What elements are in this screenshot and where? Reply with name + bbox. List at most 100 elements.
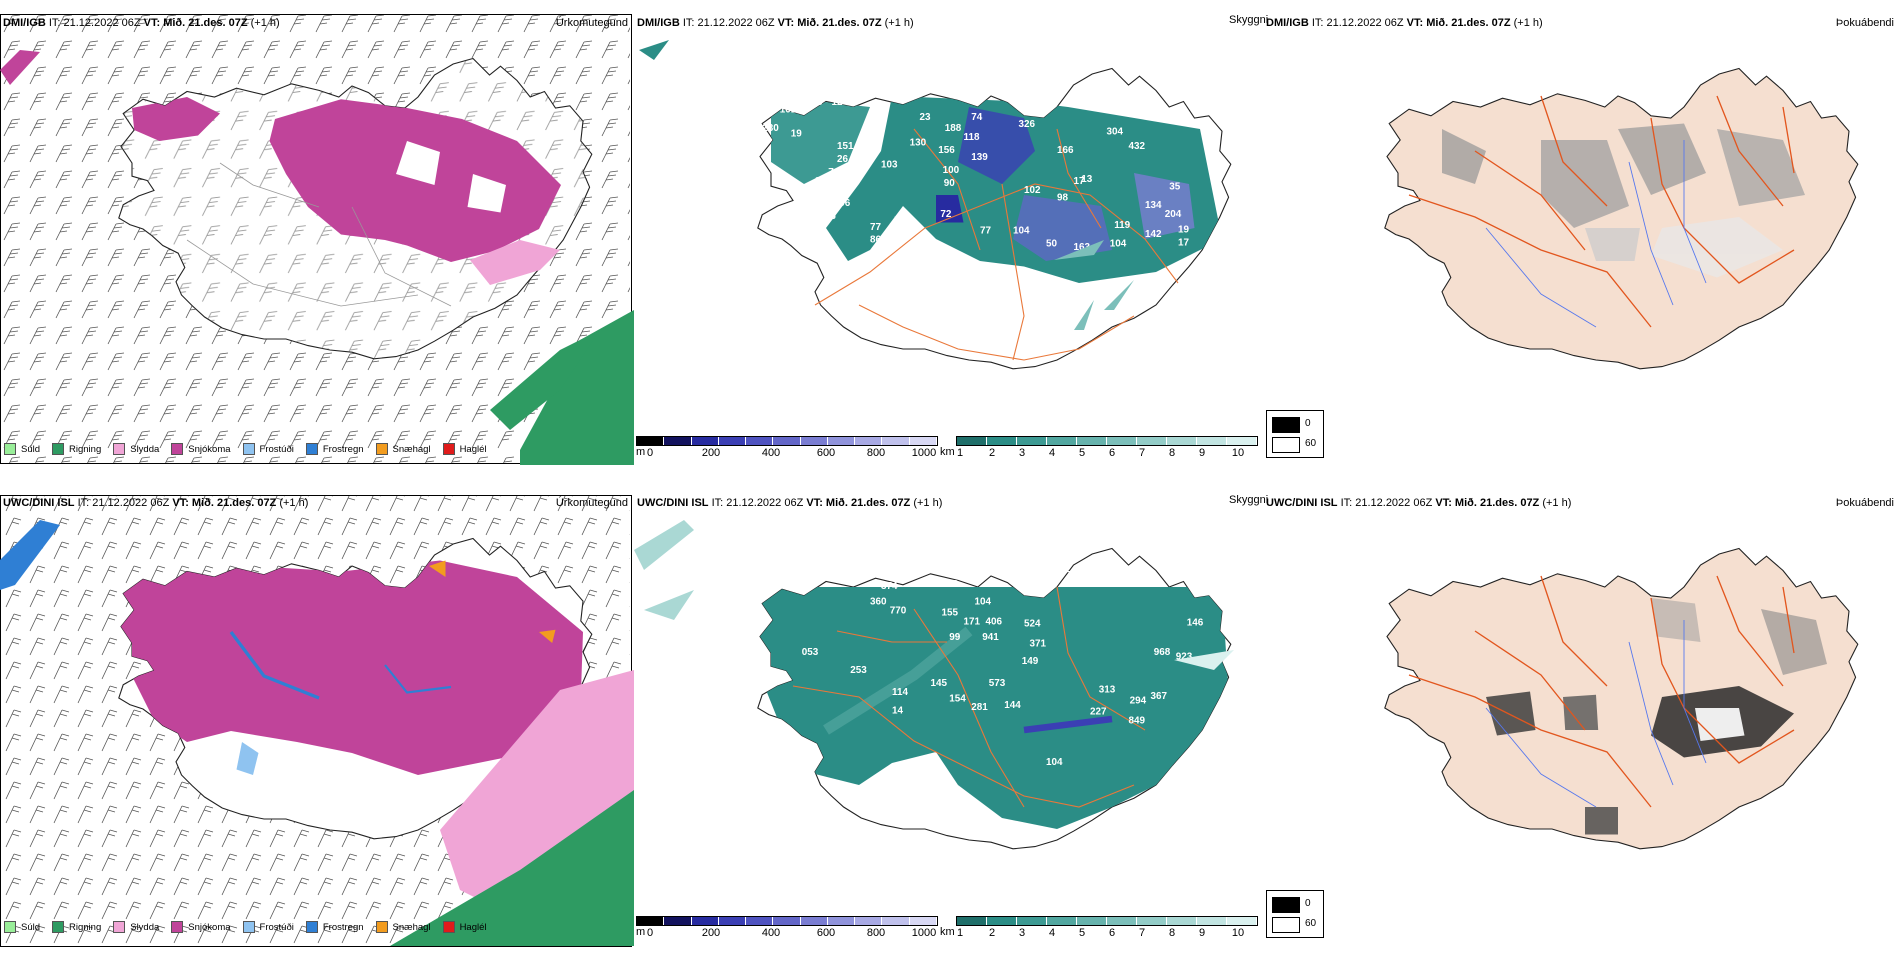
ceiling-label: 118	[964, 132, 980, 143]
panel-title: Skyggni	[1229, 494, 1268, 506]
ceiling-label: 7	[828, 167, 834, 178]
fog-legend-value: 60	[1305, 438, 1317, 449]
ceiling-label: 204	[1165, 209, 1182, 220]
legend-label: Slydda	[130, 443, 160, 455]
ceiling-label: 849	[1129, 715, 1146, 726]
visibility-tick: 2	[988, 927, 996, 939]
snow-band-northwest	[0, 50, 40, 85]
ceiling-unit: m	[636, 926, 646, 938]
legend-swatch	[442, 443, 455, 455]
lead-time: (+1 h)	[884, 17, 914, 29]
ceiling-label: 145	[931, 678, 948, 689]
legend-label: Snjókoma	[188, 921, 231, 933]
ceiling-label: 101	[780, 105, 797, 116]
visibility-tick: 5	[1078, 447, 1086, 459]
init-time: IT: 21.12.2022 06Z	[682, 17, 775, 29]
ceiling-label: 304	[1107, 127, 1124, 138]
visibility-tick: 8	[1168, 447, 1176, 459]
ceiling-unit: m	[636, 446, 646, 458]
ceiling-label: 770	[890, 605, 907, 616]
visibility-unit: km	[940, 446, 955, 458]
visibility-tick: 10	[1231, 447, 1245, 459]
ceiling-tick: 200	[701, 927, 721, 939]
ceiling-label: 053	[802, 647, 819, 658]
ceiling-label: 923	[1176, 652, 1193, 663]
legend-swatch	[375, 443, 388, 455]
legend-swatch	[171, 443, 184, 455]
ceiling-tick: 0	[646, 927, 654, 939]
ceiling-label: 281	[971, 702, 988, 713]
ceiling-label: 155	[942, 608, 959, 619]
ceiling-label: 81	[815, 176, 827, 187]
legend-label: Snæhagl	[392, 921, 431, 933]
ceiling-label: 134	[1145, 200, 1162, 211]
ceiling-label: 119	[1114, 220, 1130, 231]
fog-legend-value: 0	[1305, 418, 1311, 429]
ceiling-label: 21	[958, 801, 970, 812]
ceiling-label: 103	[881, 160, 898, 171]
snow-area	[269, 99, 561, 262]
ceiling-label: 432	[1129, 141, 1146, 152]
ceiling-colorbar-cells	[636, 916, 938, 926]
ceiling-labels: 101 159 12 230 19 151 26 7 81 17 96 586 …	[762, 97, 1189, 303]
legend-label: Haglél	[459, 443, 487, 455]
visibility-tick: 4	[1048, 447, 1056, 459]
legend-swatch	[242, 921, 255, 933]
legend-label: Frostúði	[259, 921, 294, 933]
legend-swatch	[242, 443, 255, 455]
ceiling-label: 166	[1057, 145, 1074, 156]
ceiling-label: 154	[949, 693, 966, 704]
ceiling-tick: 200	[701, 447, 721, 459]
ceiling-label: 130	[910, 138, 927, 149]
panel-header: DMI/IGB IT: 21.12.2022 06Z VT: Mið. 21.d…	[3, 17, 280, 29]
ceiling-label: 90	[944, 178, 956, 189]
ceiling-label: 100	[943, 165, 960, 176]
valid-time: VT: Mið. 21.des. 07Z	[143, 17, 248, 29]
legend-label: Súld	[21, 443, 41, 455]
ceiling-label: 12	[832, 97, 844, 108]
ceiling-label: 968	[1154, 647, 1171, 658]
ceiling-tick: 0	[646, 447, 654, 459]
visibility-tick: 5	[1078, 927, 1086, 939]
visibility-tick: 9	[1198, 447, 1206, 459]
ceiling-label: 374	[881, 581, 898, 592]
legend-swatch	[442, 921, 455, 933]
lead-time: (+1 h)	[1513, 17, 1543, 29]
fog-index-map	[1384, 67, 1859, 370]
model-name: UWC/DINI ISL	[1266, 497, 1338, 509]
snow-area	[121, 560, 583, 775]
visibility-tick: 9	[1198, 927, 1206, 939]
fog-legend-value: 0	[1305, 898, 1311, 909]
ceiling-label: 99	[949, 632, 961, 643]
ceiling-tick: 400	[761, 447, 781, 459]
ceiling-label: 74	[971, 112, 983, 123]
ceiling-tick: 600	[816, 927, 836, 939]
ceiling-label: 96	[839, 198, 851, 209]
panel-title: Úrkomutegund	[555, 497, 628, 509]
ceiling-label: 14	[892, 706, 904, 717]
legend-swatch	[305, 443, 318, 455]
sleet-band-east	[470, 240, 560, 285]
ceiling-label: 406	[986, 616, 1003, 627]
panel-header: UWC/DINI ISL IT: 21.12.2022 06Z VT: Mið.…	[3, 497, 308, 509]
ceiling-tick: 1000	[911, 447, 937, 459]
model-name: UWC/DINI ISL	[637, 497, 709, 509]
ceiling-label: 163	[1074, 242, 1091, 253]
visibility-tick: 7	[1138, 447, 1146, 459]
ceiling-label: 367	[1151, 691, 1168, 702]
legend-label: Slydda	[130, 921, 160, 933]
ceiling-label: 19	[791, 129, 803, 140]
ceiling-label: 77	[870, 222, 882, 233]
fog-legend-swatch-black	[1272, 897, 1300, 913]
visibility-tick: 8	[1168, 927, 1176, 939]
legend-swatch	[4, 921, 16, 933]
ceiling-label: 188	[945, 123, 962, 134]
visibility-colorbar-cells	[956, 916, 1258, 926]
ceiling-label: 13	[1081, 174, 1093, 185]
ceiling-tick: 400	[761, 927, 781, 939]
legend-label: Rigning	[69, 443, 102, 455]
ceiling-label: 72	[940, 209, 952, 220]
legend-swatch	[375, 921, 388, 933]
ceiling-label: 151	[837, 141, 854, 152]
valid-time: VT: Mið. 21.des. 07Z	[172, 497, 277, 509]
